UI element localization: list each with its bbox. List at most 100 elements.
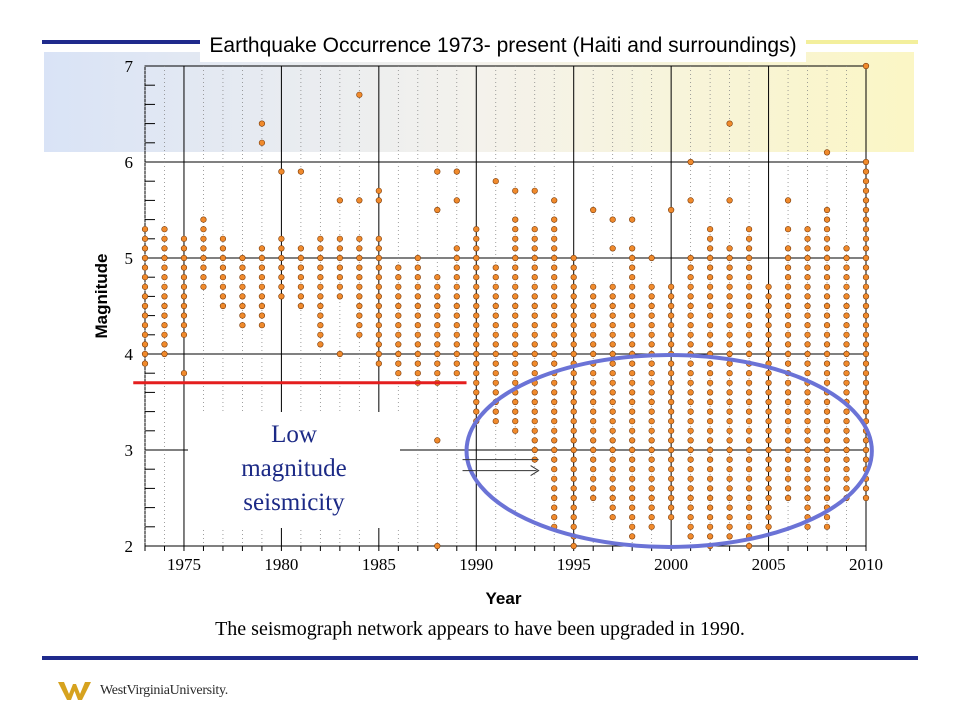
data-point [453, 312, 460, 319]
data-point [278, 274, 285, 281]
data-point [609, 418, 616, 425]
data-point [414, 293, 421, 300]
data-point [512, 274, 519, 281]
data-point [726, 264, 733, 271]
data-point [356, 322, 363, 329]
data-point [629, 398, 636, 406]
data-point [804, 360, 811, 367]
data-point [375, 187, 382, 194]
data-point [473, 408, 480, 415]
data-point [765, 312, 772, 319]
data-point [745, 456, 753, 463]
data-point [823, 418, 831, 425]
data-point [258, 254, 266, 262]
data-point [668, 475, 675, 482]
data-point [473, 370, 480, 377]
data-point [843, 466, 850, 473]
data-point [531, 302, 538, 310]
data-point [570, 398, 577, 406]
data-point [609, 437, 616, 444]
data-point [765, 446, 772, 454]
data-point [843, 485, 850, 492]
data-point [765, 370, 772, 377]
data-point [590, 370, 597, 377]
data-point [512, 398, 519, 406]
data-point [629, 523, 636, 530]
data-point [843, 446, 850, 454]
data-point [473, 264, 480, 271]
data-point [765, 322, 772, 329]
data-point [492, 178, 499, 185]
data-point [707, 283, 714, 290]
data-point [570, 293, 577, 300]
data-point [629, 475, 636, 482]
data-point [590, 456, 597, 463]
data-point [726, 350, 733, 358]
data-point [823, 235, 831, 242]
data-point [492, 331, 499, 338]
data-point [784, 197, 792, 204]
data-point [609, 427, 616, 434]
data-point [823, 446, 831, 454]
highlight-ellipse [464, 352, 874, 549]
data-point [843, 389, 850, 396]
data-point [531, 312, 538, 319]
data-point [219, 283, 227, 290]
data-point [745, 274, 753, 281]
data-point [180, 283, 188, 290]
data-point [258, 312, 266, 319]
x-tick-label: 2005 [752, 555, 786, 574]
data-point [862, 485, 870, 492]
data-point [726, 494, 733, 502]
data-point [823, 341, 831, 348]
data-point [570, 350, 577, 358]
data-point [823, 427, 831, 434]
data-point [823, 466, 831, 473]
data-point [804, 350, 811, 358]
data-point [726, 379, 733, 386]
data-point [745, 331, 753, 338]
data-point [200, 254, 207, 262]
data-point [726, 283, 733, 290]
data-point [687, 514, 694, 521]
data-point [707, 523, 714, 530]
annotation-box [188, 412, 400, 528]
data-point [434, 312, 441, 319]
data-point [862, 206, 870, 214]
data-point [687, 322, 694, 329]
data-point [726, 456, 733, 463]
data-point [219, 254, 227, 262]
data-point [590, 331, 597, 338]
university-logo: WestVirginiaUniversity. [58, 676, 228, 706]
data-point [375, 197, 382, 204]
data-point [414, 322, 421, 329]
data-point [843, 437, 850, 444]
x-tick-label: 1990 [459, 555, 493, 574]
data-point [648, 398, 655, 406]
data-point [629, 418, 636, 425]
data-point [531, 370, 538, 377]
data-point [297, 293, 304, 300]
data-point [687, 446, 694, 454]
data-point [570, 494, 577, 502]
data-point [648, 389, 655, 396]
data-point [765, 475, 772, 482]
data-point [726, 293, 733, 300]
data-point [687, 398, 694, 406]
data-point [765, 494, 772, 502]
data-point [551, 437, 558, 444]
logo-wordmark: WestVirginiaUniversity. [100, 683, 229, 698]
data-point [570, 264, 577, 271]
data-point [823, 216, 831, 223]
data-point [726, 312, 733, 319]
data-point [551, 322, 558, 329]
data-point [765, 341, 772, 348]
y-tick-label: 5 [125, 249, 134, 268]
data-point [765, 437, 772, 444]
annotation-line-1: Low [271, 421, 317, 448]
data-point [784, 302, 792, 310]
data-point [180, 274, 188, 281]
data-point [609, 494, 616, 502]
data-point [862, 293, 870, 300]
data-point [375, 341, 382, 348]
